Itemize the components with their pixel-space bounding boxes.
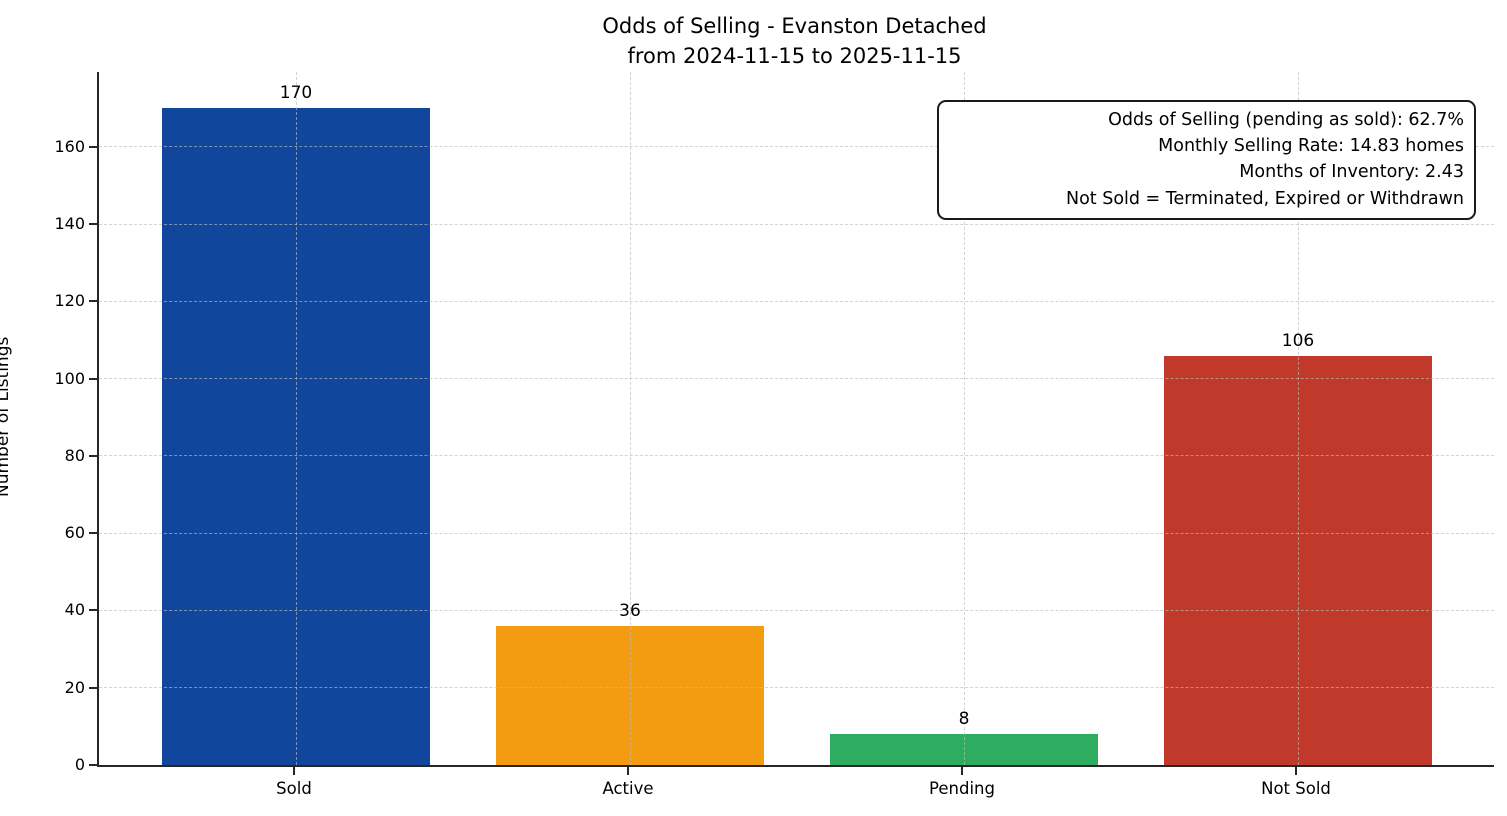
gridline-horizontal [99,146,1494,148]
chart-title-line2: from 2024-11-15 to 2025-11-15 [627,44,962,68]
y-tick-mark [89,300,97,303]
gridline-horizontal [99,609,1494,611]
y-tick-mark [89,145,97,148]
bar-value-label-not-sold: 106 [1281,330,1315,351]
x-tick-label-not-sold: Not Sold [1261,779,1331,798]
y-tick-mark [89,686,97,689]
chart-title-line1: Odds of Selling - Evanston Detached [602,14,987,38]
gridline-vertical [1297,72,1299,765]
y-tick-label: 100 [54,368,85,388]
y-tick-mark [89,764,97,766]
stats-annotation-box: Odds of Selling (pending as sold): 62.7%… [937,100,1476,220]
y-tick-label: 160 [54,136,85,156]
x-tick-mark [961,767,963,775]
y-axis-label: Number of Listings [0,336,13,497]
x-tick-mark [1295,767,1297,775]
stat-monthly-selling-rate: Monthly Selling Rate: 14.83 homes [1158,136,1464,157]
stat-not-sold-definition: Not Sold = Terminated, Expired or Withdr… [1065,188,1464,209]
gridline-horizontal [99,223,1494,225]
x-tick-mark [627,767,629,775]
stat-months-of-inventory: Months of Inventory: 2.43 [1239,162,1464,183]
chart-title: Odds of Selling - Evanston Detached from… [97,11,1492,71]
x-tick-label-sold: Sold [276,779,312,798]
y-tick-label: 140 [54,214,85,234]
gridline-horizontal [99,455,1494,457]
gridline-vertical [295,72,297,765]
stat-odds-of-selling: Odds of Selling (pending as sold): 62.7% [1108,110,1464,130]
y-tick-label: 20 [64,677,85,697]
gridline-horizontal [99,687,1494,689]
bar-value-label-active: 36 [619,600,641,621]
bar-value-label-sold: 170 [279,83,313,104]
x-tick-label-active: Active [602,779,654,798]
gridline-vertical [963,72,965,765]
y-tick-label: 0 [74,755,85,774]
y-tick-label: 120 [54,291,85,311]
y-tick-mark [89,223,97,226]
y-tick-mark [89,454,97,457]
gridline-horizontal [99,532,1494,534]
y-tick-label: 40 [64,600,85,620]
bar-value-label-pending: 8 [958,709,970,730]
y-tick-mark [89,532,97,535]
gridline-horizontal [99,378,1494,380]
gridline-horizontal [99,300,1494,302]
y-tick-label: 80 [64,445,85,465]
plot-area: 170 36 8 106 [97,72,1494,767]
y-tick-mark [89,377,97,380]
y-tick-mark [89,609,97,612]
x-tick-mark [293,767,295,775]
y-tick-label: 60 [64,523,85,543]
x-tick-label-pending: Pending [929,779,995,798]
gridline-vertical [629,72,631,765]
